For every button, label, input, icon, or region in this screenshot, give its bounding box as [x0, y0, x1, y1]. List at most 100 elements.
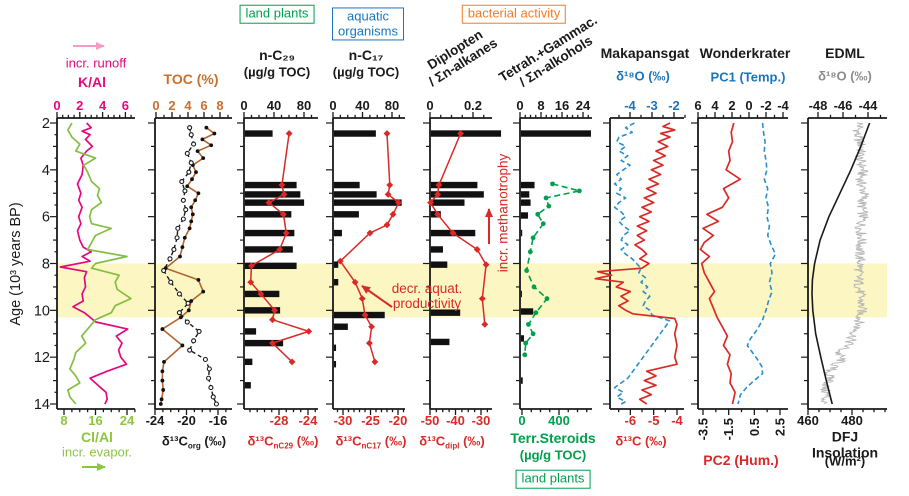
series-k-al [59, 122, 129, 405]
series-d13c-dipl [427, 130, 490, 328]
panel-wonderkrater [691, 117, 788, 410]
edml-title: EDML [825, 45, 865, 62]
svg-text:-3.5: -3.5 [696, 418, 711, 440]
svg-text:-30: -30 [472, 413, 491, 428]
svg-text:2: 2 [42, 116, 50, 132]
incr-runoff-label: incr. runoff [65, 55, 127, 71]
svg-text:12: 12 [34, 350, 50, 366]
svg-text:0.2: 0.2 [464, 98, 482, 113]
pc2-axis-title: PC2 (Hum.) [703, 452, 779, 469]
svg-text:-46: -46 [834, 98, 853, 113]
panel-nc29-top-axis: 0 40 80 [240, 98, 313, 118]
svg-text:0: 0 [518, 413, 525, 428]
svg-text:-40: -40 [446, 413, 465, 428]
d13c-nc17-axis-title: δ¹³CnC17 (‰) [335, 433, 407, 451]
series-terr-steroids [522, 181, 582, 358]
d13c-dipl-axis-title: δ¹³Cdipl (‰) [419, 433, 485, 451]
svg-text:16: 16 [88, 413, 102, 428]
svg-text:10: 10 [34, 303, 50, 319]
svg-text:2.5: 2.5 [773, 418, 788, 436]
svg-text:-24: -24 [299, 413, 319, 428]
toc-axis-title: TOC (%) [163, 71, 219, 88]
svg-text:80: 80 [385, 98, 399, 113]
svg-text:-28: -28 [270, 413, 289, 428]
land-plants-top-label: land plants [239, 4, 315, 24]
svg-text:8: 8 [42, 257, 50, 273]
dfj-insolation-axis-title: DFJ Insolation [811, 428, 879, 460]
panel-diplopten [423, 117, 502, 410]
svg-text:0: 0 [745, 98, 752, 113]
incr-methanotrophy-annotation: incr. methanotrophy [495, 153, 511, 273]
series-wk-pc2 [699, 122, 742, 405]
svg-text:460: 460 [797, 413, 819, 428]
svg-text:0: 0 [329, 98, 336, 113]
series-d13c-nc17 [336, 130, 402, 366]
svg-text:-4: -4 [671, 413, 683, 428]
nc29-axis-unit: (µg/g TOC) [243, 64, 311, 80]
land-plants-bottom-label: land plants [515, 469, 591, 489]
svg-text:8: 8 [216, 98, 223, 113]
svg-text:0: 0 [240, 98, 247, 113]
series-d13c-org [161, 125, 219, 407]
wonderkrater-title: Wonderkrater [699, 45, 791, 62]
svg-text:-48: -48 [809, 98, 828, 113]
dfj-insolation-axis-unit: (W/m²) [824, 453, 866, 469]
aquatic-organisms-label: aquatic organisms [332, 7, 404, 41]
series-tetrah-gammac [520, 130, 591, 384]
series-cl-al [67, 122, 132, 405]
panel-diplopten-bottom-axis: -50 -40 -30 [421, 409, 491, 428]
svg-text:0: 0 [152, 98, 159, 113]
highlight-band [57, 263, 887, 318]
incr-evapor-label: incr. evapor. [61, 444, 133, 460]
age-axis-ticks: 2 4 6 8 10 12 14 [34, 116, 50, 413]
panel-toc [148, 117, 232, 410]
panel-tetrah-top-axis: 0 8 16 24 [516, 98, 591, 118]
svg-text:8: 8 [537, 98, 544, 113]
svg-text:8: 8 [60, 413, 67, 428]
svg-text:-16: -16 [209, 413, 228, 428]
nc17-axis-unit: (µg/g TOC) [332, 64, 400, 80]
svg-text:-3: -3 [646, 98, 658, 113]
d13c-makapansgat-axis-title: δ¹³C (‰) [615, 433, 667, 449]
panel-toc-bottom-axis: -24 -20 -16 [146, 409, 228, 428]
series-wk-pc1 [737, 122, 777, 405]
svg-text:0: 0 [53, 98, 60, 113]
panel-makapansgat [594, 117, 684, 410]
panel-nc29 [237, 117, 318, 410]
clal-axis-title: Cl/Al [81, 429, 113, 446]
age-axis-title: Age (10³ years BP) [7, 202, 24, 326]
svg-text:0: 0 [516, 98, 523, 113]
panel-nc17-bottom-axis: -30 -25 -20 [334, 409, 407, 428]
svg-text:4: 4 [184, 98, 192, 113]
panel-tetrah-bottom-axis: 0 400 [518, 409, 588, 428]
terr-steroids-axis-unit: (µg/g TOC) [519, 447, 587, 463]
nc17-axis-title: n-C₁₇ [348, 47, 384, 64]
makapansgat-title: Makapansgat [600, 45, 690, 62]
series-nc29-conc [244, 130, 305, 389]
svg-text:14: 14 [34, 397, 50, 413]
series-d13c-nc29 [247, 130, 313, 366]
panel-nc17-top-axis: 0 40 80 [329, 98, 401, 118]
panel-nc29-bottom-axis: -28 -24 [249, 409, 319, 428]
panel-kal-clal [50, 117, 135, 410]
panel-nc17 [326, 117, 405, 410]
svg-text:4: 4 [99, 98, 107, 113]
svg-text:6: 6 [694, 98, 701, 113]
series-mak-d18o [613, 122, 671, 405]
series-edml-d18o [819, 122, 870, 404]
svg-text:6: 6 [122, 98, 129, 113]
nc29-axis-title: n-C₂₉ [259, 47, 295, 64]
bacterial-activity-label: bacterial activity [461, 4, 567, 24]
decr-aquat-productivity-annotation: decr. aquat. productivity [391, 280, 463, 311]
terr-steroids-axis-title: Terr.Steroids [510, 430, 596, 447]
svg-text:80: 80 [297, 98, 311, 113]
kal-axis-title: K/Al [78, 74, 106, 91]
svg-text:-5: -5 [648, 413, 660, 428]
svg-text:0.5: 0.5 [747, 418, 762, 436]
series-dfj-insolation [811, 122, 871, 405]
panel-makapansgat-bottom-axis: -6 -5 -4 [618, 409, 684, 428]
panel-wonderkrater-bottom-axis: -3.5 -1.5 0.5 2.5 [696, 409, 788, 440]
svg-text:4: 4 [42, 163, 50, 179]
